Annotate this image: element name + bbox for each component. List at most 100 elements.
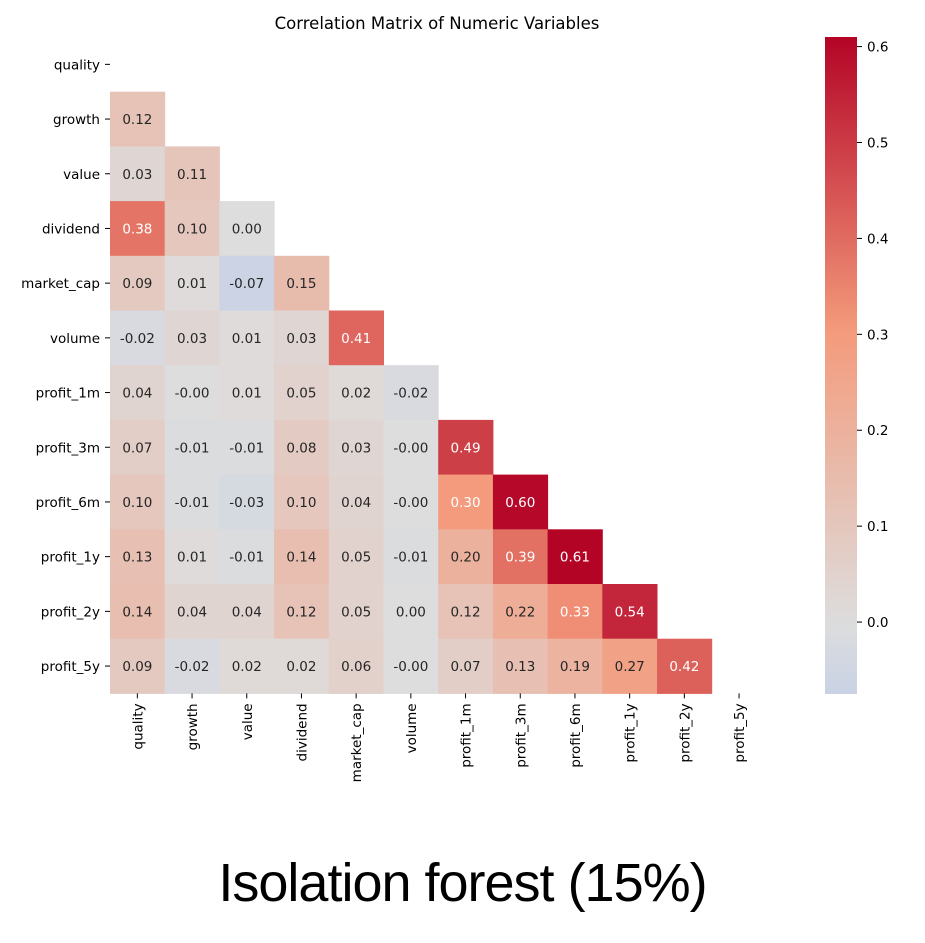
cell-value-label: 0.15	[286, 276, 316, 292]
cell-value-label: 0.04	[177, 604, 207, 620]
heatmap-cell	[492, 638, 549, 694]
heatmap-cell	[438, 419, 494, 476]
cell-value-label: 0.06	[341, 659, 371, 675]
heatmap-cell	[219, 638, 275, 694]
x-tick-label: profit_1m	[459, 703, 475, 767]
cell-value-label: 0.04	[122, 386, 152, 402]
x-tick-label: profit_6m	[568, 703, 584, 767]
cell-value-label: 0.05	[341, 550, 371, 566]
heatmap-cell	[219, 365, 275, 421]
cell-value-label: -0.02	[120, 331, 155, 347]
x-tick-label: dividend	[294, 703, 310, 761]
cell-value-label: -0.00	[393, 495, 428, 511]
cell-value-label: 0.00	[396, 604, 426, 620]
cell-value-label: -0.01	[175, 440, 210, 456]
y-tick-label: volume	[50, 331, 100, 347]
heatmap-cell	[383, 365, 439, 421]
cell-value-label: 0.01	[232, 331, 262, 347]
heatmap-cell	[110, 419, 166, 476]
heatmap-cell	[602, 584, 658, 640]
heatmap-cell	[328, 419, 384, 476]
heatmap-cell	[110, 584, 166, 640]
x-tick-label: value	[240, 703, 256, 740]
cell-value-label: 0.03	[286, 331, 316, 347]
cell-value-label: 0.02	[286, 659, 316, 675]
heatmap-cell	[383, 474, 439, 530]
colorbar: 0.0 0.1 0.2 0.3 0.4 0.5 0.6	[825, 37, 888, 694]
heatmap-cell	[274, 529, 330, 585]
cell-value-label: 0.33	[560, 604, 590, 620]
heatmap-cell	[274, 310, 330, 366]
cell-value-label: 0.13	[122, 550, 152, 566]
cell-value-label: -0.02	[393, 386, 428, 402]
x-tick-label: growth	[185, 703, 201, 750]
heatmap-cell	[602, 638, 658, 694]
heatmap-cell	[219, 474, 275, 530]
cell-value-label: 0.39	[505, 550, 535, 566]
heatmap-cell	[110, 91, 166, 147]
heatmap-cell	[328, 310, 384, 366]
cell-value-label: 0.27	[615, 659, 645, 675]
colorbar-ticks: 0.0 0.1 0.2 0.3 0.4 0.5 0.6	[857, 40, 888, 631]
cell-value-label: 0.10	[122, 495, 152, 511]
heatmap-cell	[438, 638, 494, 694]
y-tick-label: profit_1m	[36, 386, 100, 402]
heatmap-cell	[492, 474, 549, 530]
heatmap-cell	[274, 419, 330, 476]
cell-value-label: 0.22	[505, 604, 535, 620]
heatmap-cell	[164, 474, 220, 530]
y-tick-label: value	[63, 167, 100, 183]
heatmap-cell	[164, 529, 220, 585]
heatmap-cell	[438, 474, 494, 530]
heatmap-cell	[328, 474, 384, 530]
cell-value-label: 0.07	[122, 440, 152, 456]
cell-value-label: -0.00	[393, 659, 428, 675]
heatmap-cell	[219, 529, 275, 585]
cell-value-label: 0.61	[560, 550, 590, 566]
y-tick-label: quality	[54, 57, 100, 73]
heatmap-cell	[219, 419, 275, 476]
cell-value-label: 0.20	[451, 550, 481, 566]
colorbar-tick-label: 0.6	[867, 40, 888, 56]
colorbar-tick-label: 0.2	[867, 423, 888, 439]
cell-value-label: -0.01	[393, 550, 428, 566]
cell-value-label: 0.09	[122, 659, 152, 675]
cell-value-label: 0.02	[341, 386, 371, 402]
heatmap-cell	[274, 474, 330, 530]
heatmap-cell	[383, 419, 439, 476]
heatmap-cell	[328, 584, 384, 640]
x-tick-labels: quality growth value dividend market_cap volu…	[130, 693, 748, 782]
heatmap-cell	[547, 529, 603, 585]
heatmap-cell	[492, 529, 549, 585]
cell-value-label: 0.03	[177, 331, 207, 347]
cell-value-label: 0.30	[451, 495, 481, 511]
y-tick-label: profit_1y	[41, 550, 100, 566]
cell-value-label: 0.10	[177, 221, 207, 237]
heatmap-cell	[383, 529, 439, 585]
y-tick-label: profit_2y	[41, 604, 100, 620]
heatmap-cell	[110, 201, 166, 257]
heatmap-cell	[274, 255, 330, 311]
cell-value-label: 0.00	[232, 221, 262, 237]
cell-value-label: 0.11	[177, 167, 207, 183]
y-tick-labels: quality growth value dividend market_capvolu…	[21, 57, 110, 675]
cell-value-label: 0.12	[451, 604, 481, 620]
y-tick-label: growth	[53, 112, 100, 128]
cell-value-label: -0.02	[175, 659, 210, 675]
heatmap-cell	[164, 310, 220, 366]
heatmap-cell	[164, 419, 220, 476]
heatmap-cell	[328, 365, 384, 421]
cell-value-label: 0.38	[122, 221, 152, 237]
cell-value-label: 0.19	[560, 659, 590, 675]
y-tick-label: market_cap	[21, 276, 100, 292]
heatmap-cell	[110, 638, 166, 694]
cell-value-label: 0.09	[122, 276, 152, 292]
cell-value-label: 0.12	[286, 604, 316, 620]
heatmap-cell	[110, 310, 166, 366]
heatmap-cell	[383, 638, 439, 694]
heatmap-cell	[219, 584, 275, 640]
cell-value-label: 0.41	[341, 331, 371, 347]
cell-value-label: 0.10	[286, 495, 316, 511]
cell-value-label: -0.00	[393, 440, 428, 456]
